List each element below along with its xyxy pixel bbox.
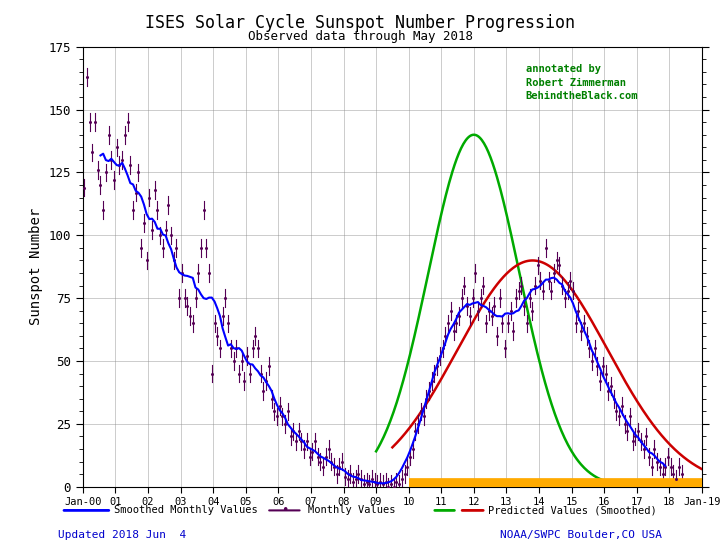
Text: Updated 2018 Jun  4: Updated 2018 Jun 4 — [58, 530, 186, 540]
Text: annotated by
Robert Zimmerman
BehindtheBlack.com: annotated by Robert Zimmerman BehindtheB… — [526, 64, 638, 101]
Text: Monthly Values: Monthly Values — [308, 505, 396, 515]
Text: Predicted Values (Smoothed): Predicted Values (Smoothed) — [488, 505, 657, 515]
Text: ISES Solar Cycle Sunspot Number Progression: ISES Solar Cycle Sunspot Number Progress… — [145, 14, 575, 32]
Text: Observed data through May 2018: Observed data through May 2018 — [248, 30, 472, 43]
Text: Smoothed Monthly Values: Smoothed Monthly Values — [114, 505, 258, 515]
Y-axis label: Sunspot Number: Sunspot Number — [29, 208, 43, 326]
Text: NOAA/SWPC Boulder,CO USA: NOAA/SWPC Boulder,CO USA — [500, 530, 662, 540]
Text: •: • — [281, 504, 288, 517]
